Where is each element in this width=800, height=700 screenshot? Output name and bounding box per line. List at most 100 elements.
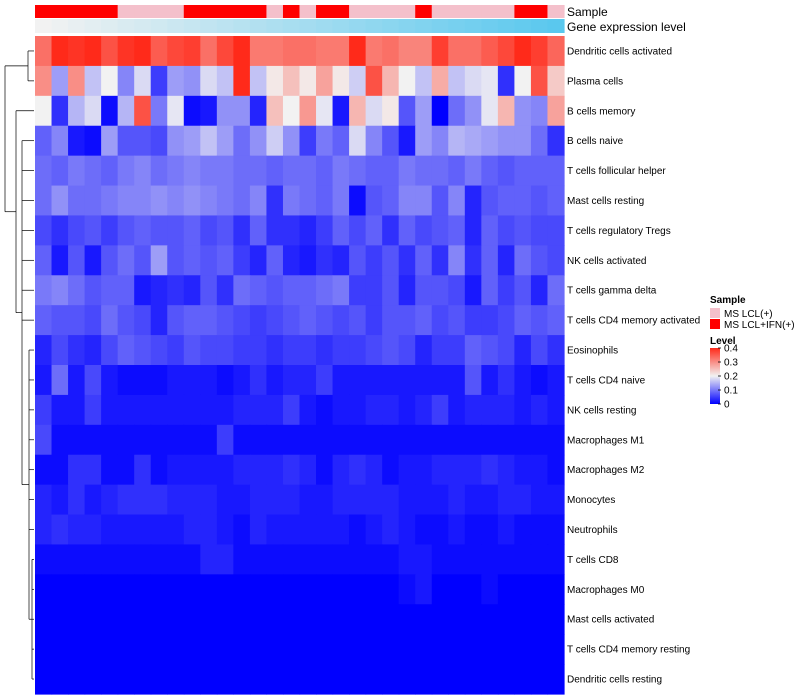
heatmap-cell <box>101 514 119 546</box>
heatmap-cell <box>249 335 268 366</box>
heatmap-cell <box>167 544 185 575</box>
heatmap-cell <box>398 36 416 67</box>
heatmap-cell <box>349 544 367 575</box>
gene-annotation-cell <box>448 19 466 33</box>
heatmap-cell <box>101 424 119 456</box>
heatmap-cell <box>431 275 449 306</box>
heatmap-cell <box>431 36 449 67</box>
heatmap-cell <box>365 155 383 187</box>
heatmap-cell <box>431 305 449 336</box>
heatmap-cell <box>35 574 53 605</box>
heatmap-cell <box>150 245 168 276</box>
heatmap-cell <box>349 664 367 695</box>
heatmap-cell <box>349 36 367 67</box>
gene-annotation-cell <box>35 19 53 33</box>
heatmap-cell <box>35 424 53 456</box>
heatmap-cell <box>200 335 218 366</box>
sample-annotation-cell <box>398 5 416 18</box>
heatmap-cell <box>266 365 284 396</box>
heatmap-cell <box>282 275 301 306</box>
heatmap-cell <box>167 275 185 306</box>
heatmap-cell <box>216 574 234 605</box>
heatmap-cell <box>183 365 201 396</box>
heatmap-cell <box>316 245 334 276</box>
heatmap-cell <box>51 574 69 605</box>
row-label: T cells CD4 memory activated <box>567 316 700 327</box>
heatmap-cell <box>299 454 317 486</box>
heatmap-cell <box>299 155 317 187</box>
row-label: Monocytes <box>567 495 615 506</box>
heatmap-cell <box>101 335 119 366</box>
heatmap-cell <box>183 335 201 366</box>
heatmap-cell <box>35 275 53 306</box>
heatmap-cell <box>150 574 168 605</box>
heatmap-cell <box>464 574 482 605</box>
heatmap-cell <box>117 125 135 157</box>
heatmap-cell <box>530 335 549 366</box>
heatmap-cell <box>415 65 433 97</box>
heatmap-cell <box>448 514 466 546</box>
heatmap-cell <box>167 305 185 336</box>
heatmap-cell <box>68 155 86 187</box>
heatmap-cell <box>481 215 499 246</box>
heatmap-cell <box>249 634 268 665</box>
heatmap-cell <box>415 424 433 456</box>
heatmap-cell <box>68 365 86 396</box>
heatmap-cell <box>183 394 201 426</box>
heatmap-cell <box>216 544 234 575</box>
heatmap-cell <box>200 305 218 336</box>
sample-annotation-cell <box>117 5 135 18</box>
heatmap-cell <box>150 604 168 635</box>
heatmap-cell <box>530 394 549 426</box>
heatmap-cell <box>183 634 201 665</box>
heatmap-cell <box>35 185 53 217</box>
heatmap-cell <box>150 484 168 516</box>
gene-annotation-cell <box>117 19 135 33</box>
heatmap-cell <box>349 155 367 187</box>
heatmap-cell <box>530 365 549 396</box>
sample-annotation-cell <box>415 5 433 18</box>
heatmap-cell <box>398 65 416 97</box>
heatmap-cell <box>299 424 317 456</box>
heatmap-cell <box>332 394 350 426</box>
heatmap-cell <box>117 424 135 456</box>
heatmap-cell <box>249 36 268 67</box>
level-tick-label: 0.4 <box>724 344 738 355</box>
heatmap-cell <box>547 514 565 546</box>
heatmap-cell <box>332 454 350 486</box>
heatmap-cell <box>464 454 482 486</box>
heatmap-cell <box>365 634 383 665</box>
heatmap-cell <box>216 335 234 366</box>
heatmap-cell <box>415 365 433 396</box>
heatmap-cell <box>547 664 565 695</box>
heatmap-cell <box>183 484 201 516</box>
heatmap-cell <box>266 245 284 276</box>
sample-annotation-bar <box>35 5 565 18</box>
heatmap-cell <box>448 424 466 456</box>
heatmap-cell <box>464 305 482 336</box>
heatmap-cell <box>84 604 102 635</box>
heatmap-cell <box>349 514 367 546</box>
heatmap-cell <box>332 424 350 456</box>
heatmap-cell <box>233 394 251 426</box>
heatmap-cell <box>464 185 482 217</box>
heatmap-cell <box>530 634 549 665</box>
sample-annotation-cell <box>282 5 301 18</box>
heatmap-cell <box>349 95 367 127</box>
heatmap-cell <box>84 305 102 336</box>
heatmap-cell <box>134 125 152 157</box>
heatmap-cell <box>530 125 549 157</box>
heatmap-cells <box>35 36 565 695</box>
heatmap-cell <box>249 544 268 575</box>
heatmap-cell <box>233 155 251 187</box>
heatmap-cell <box>316 454 334 486</box>
heatmap-cell <box>266 664 284 695</box>
heatmap-cell <box>35 215 53 246</box>
heatmap-cell <box>216 245 234 276</box>
heatmap-cell <box>167 365 185 396</box>
heatmap-cell <box>382 305 400 336</box>
heatmap-cell <box>514 36 532 67</box>
heatmap-cell <box>266 125 284 157</box>
heatmap-cell <box>497 664 516 695</box>
row-label: T cells CD4 memory resting <box>567 645 690 656</box>
